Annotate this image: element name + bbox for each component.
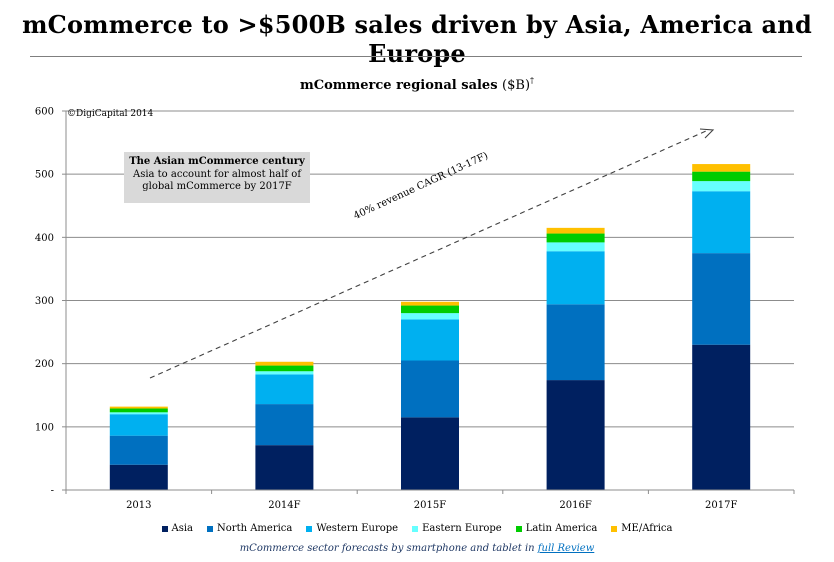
y-tick-label: -: [51, 486, 54, 497]
legend-swatch: [515, 525, 522, 532]
bar-segment-eastern-europe: [692, 181, 751, 192]
legend-entry: Latin America: [515, 523, 598, 534]
legend: Asia North America Western Europe Eastern E…: [0, 523, 834, 534]
bar-segment-asia: [109, 464, 168, 490]
legend-entry: Western Europe: [306, 523, 398, 534]
bar-segment-me-africa: [692, 164, 751, 172]
legend-label: Asia: [171, 523, 194, 534]
bar-segment-eastern-europe: [546, 242, 605, 252]
y-axis-ticks: - 100 200 300 400 500 600: [35, 107, 67, 497]
bars: [109, 164, 751, 490]
y-tick-label: 100: [35, 422, 54, 433]
legend-entry: Asia: [161, 523, 194, 534]
y-tick-label: 600: [35, 107, 54, 118]
bar-segment-north-america: [255, 404, 314, 446]
bar-segment-asia: [255, 445, 314, 490]
bar-segment-latin-america: [109, 408, 168, 413]
bar-segment-western-europe: [109, 414, 168, 436]
x-category-label: 2013: [126, 500, 151, 511]
legend-label: Western Europe: [316, 523, 399, 534]
legend-swatch: [207, 525, 214, 532]
bar-segment-western-europe: [546, 251, 605, 305]
footer-note: mCommerce sector forecasts by smartphone…: [0, 543, 834, 554]
bar-segment-eastern-europe: [255, 371, 314, 375]
chart-title: mCommerce regional sales ($B)†: [0, 76, 834, 93]
bar-segment-asia: [546, 380, 605, 490]
callout-text: Asia to account for almost half of globa…: [132, 168, 302, 193]
legend-swatch: [412, 525, 419, 532]
bar-segment-asia: [401, 417, 459, 490]
chart-title-unit: ($B): [502, 78, 531, 93]
bar-segment-eastern-europe: [109, 412, 168, 415]
x-category-label: 2014F: [268, 500, 300, 511]
bar-segment-latin-america: [255, 365, 314, 372]
callout-heading: The Asian mCommerce century: [129, 156, 305, 167]
bar-segment-me-africa: [546, 227, 605, 234]
legend-entry: ME/Africa: [611, 523, 673, 534]
bar-segment-me-africa: [109, 406, 168, 409]
bar-segment-me-africa: [401, 301, 459, 306]
bar-segment-asia: [692, 344, 751, 490]
bar-segment-north-america: [401, 360, 459, 418]
footer-text: mCommerce sector forecasts by smartphone…: [239, 543, 538, 554]
callout-box: The Asian mCommerce century Asia to acco…: [124, 152, 310, 203]
legend-label: ME/Africa: [621, 523, 673, 534]
chart-title-text: mCommerce regional sales: [299, 78, 498, 93]
legend-label: Eastern Europe: [422, 523, 502, 534]
x-axis: 2013 2014F 2015F 2016F 2017F: [65, 489, 795, 511]
x-category-label: 2016F: [559, 500, 591, 511]
bar-segment-me-africa: [255, 361, 314, 366]
y-tick-label: 200: [35, 359, 54, 370]
y-tick-label: 300: [35, 296, 54, 307]
chart-title-mark: †: [530, 76, 535, 85]
copyright-notice: ©DigiCapital 2014: [67, 109, 154, 119]
bar-segment-north-america: [692, 253, 751, 345]
y-tick-label: 400: [35, 233, 54, 244]
bar-segment-eastern-europe: [401, 313, 459, 320]
legend-swatch: [611, 525, 618, 532]
bar-segment-north-america: [109, 435, 168, 465]
legend-entry: Eastern Europe: [412, 523, 502, 534]
x-category-label: 2015F: [414, 500, 446, 511]
legend-swatch: [161, 525, 168, 532]
gridlines: [66, 110, 794, 428]
bar-segment-latin-america: [692, 171, 751, 182]
bar-segment-western-europe: [692, 191, 751, 254]
bar-segment-latin-america: [401, 305, 459, 314]
title-divider: [30, 56, 802, 57]
bar-segment-western-europe: [401, 319, 459, 361]
legend-label: Latin America: [525, 523, 598, 534]
bar-segment-north-america: [546, 304, 605, 381]
full-review-link[interactable]: full Review: [537, 543, 595, 554]
legend-swatch: [306, 525, 313, 532]
legend-entry: North America: [207, 523, 292, 534]
bar-segment-western-europe: [255, 374, 314, 405]
bar-segment-latin-america: [546, 233, 605, 243]
page-title: mCommerce to >$500B sales driven by Asia…: [22, 10, 812, 68]
x-category-label: 2017F: [705, 500, 737, 511]
legend-label: North America: [217, 523, 293, 534]
cagr-arrow: [149, 128, 715, 379]
y-tick-label: 500: [35, 170, 54, 181]
